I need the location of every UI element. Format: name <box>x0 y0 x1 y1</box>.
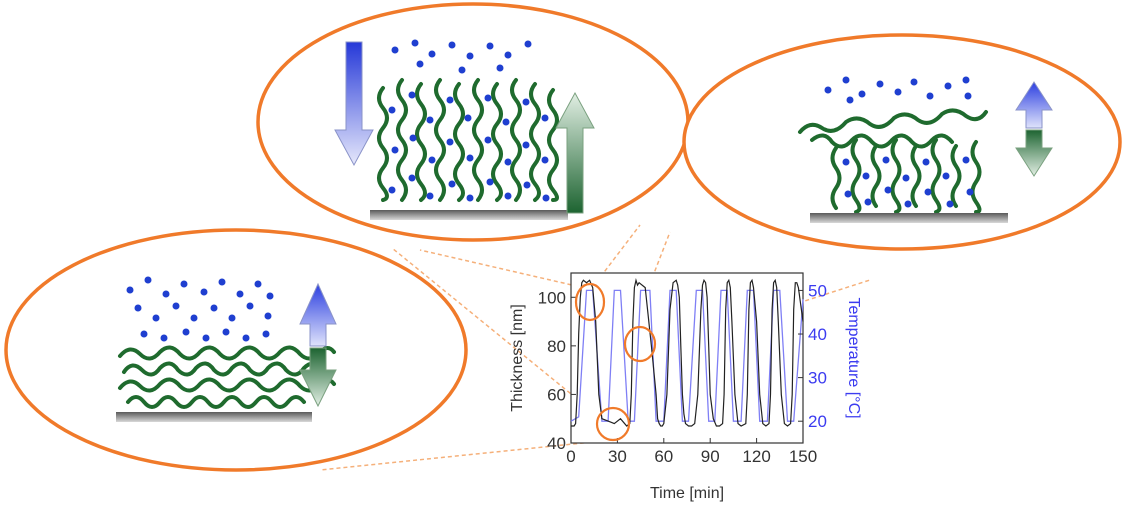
arrow-up-green-icon <box>555 91 595 214</box>
y2-axis-label: Temperature [°C] <box>845 297 862 418</box>
series-layer <box>570 277 804 427</box>
substrate-top <box>370 210 568 220</box>
x-tick-label: 150 <box>789 447 817 466</box>
double-arrow-left-icon <box>299 282 337 408</box>
x-tick-label: 0 <box>566 447 575 466</box>
swollen-state-bubble <box>256 2 690 242</box>
ticks-layer: 0 30 60 90 120 150 40 60 80 100 20 30 40 50 <box>538 281 827 466</box>
y-tick-label: 40 <box>547 434 566 453</box>
substrate-left <box>116 412 312 422</box>
y-axis-label: Thickness [nm] <box>509 304 526 412</box>
collapsed-brushes <box>118 345 336 409</box>
zoom-marker-transition <box>623 325 657 363</box>
x-tick-label: 30 <box>608 447 627 466</box>
plot-area <box>570 272 804 444</box>
substrate-right <box>810 213 1008 223</box>
collapsed-state-bubble <box>4 228 468 472</box>
arrow-down-blue-icon <box>334 41 374 167</box>
transition-brushes <box>798 108 988 214</box>
y2-tick-label: 30 <box>808 369 827 388</box>
y2-tick-label: 40 <box>808 325 827 344</box>
y-tick-label: 60 <box>547 385 566 404</box>
x-tick-label: 120 <box>742 447 770 466</box>
transition-molecules <box>824 76 974 208</box>
transition-state-bubble <box>682 33 1122 251</box>
thickness-series-line <box>571 277 804 427</box>
zoom-marker-peak <box>574 282 606 322</box>
zoom-markers <box>574 282 657 442</box>
y-tick-label: 80 <box>547 337 566 356</box>
y-tick-label: 100 <box>538 288 566 307</box>
swollen-brushes <box>377 78 559 202</box>
y2-tick-label: 50 <box>808 281 827 300</box>
x-axis-label: Time [min] <box>650 485 724 502</box>
collapsed-molecules <box>126 276 274 342</box>
chart: 0 30 60 90 120 150 40 60 80 100 20 30 40 50 Time [min… <box>509 272 862 502</box>
double-arrow-icon <box>1015 81 1053 177</box>
swollen-molecules <box>388 39 550 202</box>
zoom-marker-trough <box>595 406 631 442</box>
x-tick-label: 90 <box>701 447 720 466</box>
x-tick-label: 60 <box>654 447 673 466</box>
y2-tick-label: 20 <box>808 412 827 431</box>
